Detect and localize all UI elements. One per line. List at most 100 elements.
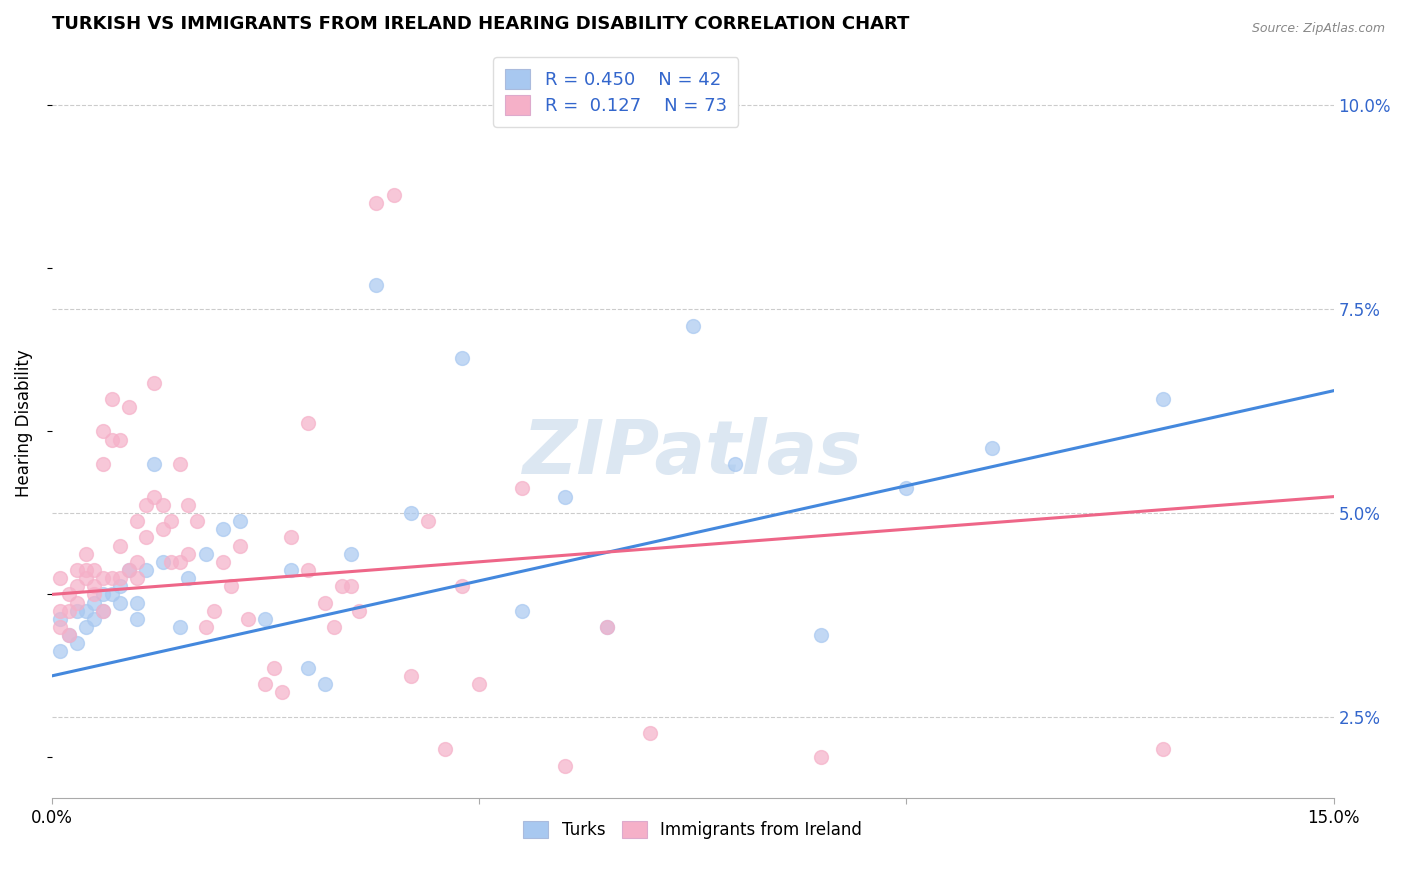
Point <box>91 604 114 618</box>
Point <box>100 433 122 447</box>
Point <box>810 750 832 764</box>
Point <box>108 571 131 585</box>
Point <box>66 563 89 577</box>
Point <box>83 579 105 593</box>
Y-axis label: Hearing Disability: Hearing Disability <box>15 350 32 497</box>
Point <box>382 188 405 202</box>
Point <box>724 457 747 471</box>
Point <box>169 457 191 471</box>
Point <box>980 441 1002 455</box>
Point <box>49 644 72 658</box>
Point <box>682 318 704 333</box>
Point <box>202 604 225 618</box>
Point <box>416 514 439 528</box>
Point <box>211 522 233 536</box>
Point <box>160 514 183 528</box>
Point <box>553 490 575 504</box>
Point <box>349 604 371 618</box>
Point <box>194 547 217 561</box>
Point <box>75 620 97 634</box>
Point <box>75 604 97 618</box>
Point <box>108 433 131 447</box>
Point <box>75 547 97 561</box>
Point <box>451 579 474 593</box>
Point <box>169 620 191 634</box>
Point <box>91 571 114 585</box>
Point <box>58 587 80 601</box>
Point <box>314 677 336 691</box>
Text: TURKISH VS IMMIGRANTS FROM IRELAND HEARING DISABILITY CORRELATION CHART: TURKISH VS IMMIGRANTS FROM IRELAND HEARI… <box>52 15 910 33</box>
Point <box>1152 742 1174 756</box>
Point <box>340 547 363 561</box>
Point <box>108 596 131 610</box>
Point <box>638 726 661 740</box>
Point <box>322 620 344 634</box>
Point <box>340 579 363 593</box>
Point <box>75 571 97 585</box>
Point <box>254 677 277 691</box>
Point <box>127 612 149 626</box>
Point <box>108 579 131 593</box>
Point <box>297 563 319 577</box>
Point <box>229 514 252 528</box>
Point <box>238 612 260 626</box>
Point <box>108 539 131 553</box>
Point <box>91 587 114 601</box>
Point <box>211 555 233 569</box>
Point <box>66 636 89 650</box>
Point <box>118 563 141 577</box>
Point <box>135 498 157 512</box>
Point <box>399 506 422 520</box>
Point <box>596 620 619 634</box>
Point <box>58 604 80 618</box>
Point <box>66 579 89 593</box>
Point <box>152 522 174 536</box>
Point <box>127 571 149 585</box>
Point <box>160 555 183 569</box>
Point <box>127 555 149 569</box>
Point <box>49 612 72 626</box>
Point <box>58 628 80 642</box>
Point <box>263 661 285 675</box>
Point <box>1152 392 1174 406</box>
Point <box>596 620 619 634</box>
Point <box>219 579 242 593</box>
Point <box>177 571 200 585</box>
Point <box>366 196 388 211</box>
Point <box>66 596 89 610</box>
Point <box>433 742 456 756</box>
Text: Source: ZipAtlas.com: Source: ZipAtlas.com <box>1251 22 1385 36</box>
Point <box>330 579 353 593</box>
Point <box>49 571 72 585</box>
Point <box>553 758 575 772</box>
Point <box>127 514 149 528</box>
Point <box>186 514 208 528</box>
Point <box>177 547 200 561</box>
Point <box>169 555 191 569</box>
Point <box>314 596 336 610</box>
Point <box>100 392 122 406</box>
Point <box>83 563 105 577</box>
Point <box>254 612 277 626</box>
Point <box>135 530 157 544</box>
Point <box>177 498 200 512</box>
Point <box>271 685 294 699</box>
Point <box>229 539 252 553</box>
Point <box>91 604 114 618</box>
Point <box>135 563 157 577</box>
Point <box>280 530 302 544</box>
Point <box>152 498 174 512</box>
Point <box>58 628 80 642</box>
Point <box>83 587 105 601</box>
Point <box>118 563 141 577</box>
Point <box>49 620 72 634</box>
Point <box>896 482 918 496</box>
Point <box>118 400 141 414</box>
Point <box>91 457 114 471</box>
Point <box>143 490 166 504</box>
Point <box>49 604 72 618</box>
Point <box>83 612 105 626</box>
Text: ZIPatlas: ZIPatlas <box>523 417 863 490</box>
Point <box>280 563 302 577</box>
Point <box>91 425 114 439</box>
